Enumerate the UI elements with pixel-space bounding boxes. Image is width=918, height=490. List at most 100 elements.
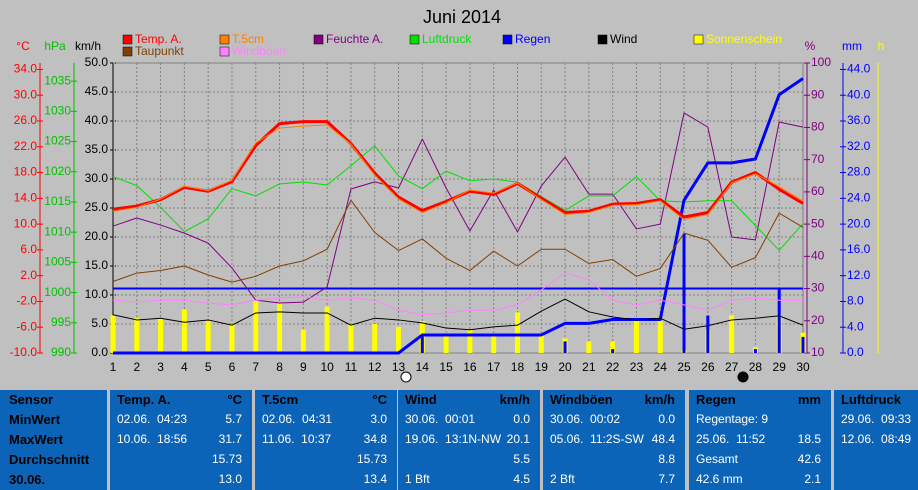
x-tick-label: 16 <box>463 360 477 374</box>
y-tick-label: 35.0 <box>85 142 109 156</box>
y-tick-label: 1035 <box>44 73 71 87</box>
table-column: Regen mm Regentage: 9 25.06. 11:52 18.5 Gesam… <box>689 390 831 490</box>
sunshine-bar <box>158 318 164 353</box>
y-tick-label: 0.0 <box>847 345 864 359</box>
row-label: MinWert <box>9 412 61 427</box>
x-tick-label: 5 <box>205 360 212 374</box>
cell-value: 42.6 <box>797 452 821 466</box>
cell-text: 02.06. 04:31 <box>262 412 333 426</box>
x-tick-label: 18 <box>511 360 525 374</box>
cell-text: 42.6 mm <box>696 472 743 486</box>
legend-swatch <box>122 46 133 57</box>
x-tick-label: 4 <box>181 360 188 374</box>
series-line <box>112 112 804 304</box>
sunshine-bar <box>467 329 473 353</box>
y-tick-label: 40.0 <box>847 87 871 101</box>
y-tick-label: 1005 <box>44 255 71 269</box>
cell-value: 7.7 <box>658 472 675 486</box>
cell-value: 2.1 <box>804 472 821 486</box>
legend-label: Sonnenschein <box>706 32 782 46</box>
cell-value: 0.0 <box>658 412 675 426</box>
cell-text: 29.06. 09:33 <box>841 412 912 426</box>
x-tick-label: 7 <box>252 360 259 374</box>
cell-value: 4.5 <box>513 472 530 486</box>
cell-text: 1 Bft <box>405 472 430 486</box>
x-tick-label: 26 <box>701 360 715 374</box>
cell-value: 20.1 <box>506 432 530 446</box>
series-line <box>112 124 804 221</box>
sunshine-bar <box>610 341 616 353</box>
y-tick-label: 32.0 <box>847 139 871 153</box>
column-title: Wind <box>405 392 437 407</box>
column-unit: °C <box>372 392 387 407</box>
rain-bar <box>706 315 710 353</box>
x-tick-label: 20 <box>558 360 572 374</box>
sunshine-bar <box>253 300 259 353</box>
y-tick-label: 30.0 <box>14 87 38 101</box>
cell-value: 31.7 <box>218 432 242 446</box>
moon-symbol <box>737 371 749 383</box>
x-tick-label: 28 <box>749 360 763 374</box>
cell-text: 30.06. 00:02 <box>550 412 621 426</box>
y-tick-label: 26.0 <box>14 113 38 127</box>
cell-text: Regentage: 9 <box>696 412 769 426</box>
y-tick-label: 34.0 <box>14 62 38 76</box>
y-tick-label: 1015 <box>44 194 71 208</box>
y-tick-label: 6.0 <box>20 242 37 256</box>
rain-bar <box>611 349 615 353</box>
rain-bar <box>563 341 567 353</box>
x-tick-label: 19 <box>535 360 549 374</box>
y-tick-label: 14.0 <box>14 191 38 205</box>
y-tick-label: 12.0 <box>847 268 871 282</box>
column-title: Windböen <box>550 392 613 407</box>
y-tick-label: 10.0 <box>14 216 38 230</box>
rain-bar <box>420 334 424 353</box>
sunshine-bar <box>633 318 639 353</box>
legend-label: Temp. A. <box>135 32 182 46</box>
legend-swatch <box>597 34 608 45</box>
y-tick-label: 30.0 <box>85 171 109 185</box>
sunshine-bar <box>657 321 663 353</box>
y-tick-label: 90 <box>811 87 825 101</box>
series-line <box>112 272 803 316</box>
y-tick-label: 60 <box>811 184 825 198</box>
y-tick-label: 25.0 <box>85 200 109 214</box>
legend-swatch <box>219 34 230 45</box>
y-tick-label: -2.0 <box>16 294 37 308</box>
cell-text: 05.06. 11:2S-SW <box>550 432 644 446</box>
sunshine-bar <box>372 324 378 353</box>
y-tick-label: 20.0 <box>85 229 109 243</box>
moon-symbol <box>400 371 412 383</box>
table-column: Wind km/h 30.06. 00:01 0.0 19.06. 13:1N-NW 20… <box>398 390 540 490</box>
y-tick-label: 10 <box>811 345 825 359</box>
table-column: Temp. A. °C 02.06. 04:23 5.7 10.06. 18:56 31.… <box>110 390 252 490</box>
x-tick-label: 1 <box>110 360 117 374</box>
sunshine-bar <box>277 303 283 353</box>
y-tick-label: 5.0 <box>91 316 108 330</box>
y-tick-label: 70 <box>811 152 825 166</box>
sunshine-bar <box>443 335 449 353</box>
cell-value: 13.0 <box>218 472 242 486</box>
cell-value: 18.5 <box>797 432 821 446</box>
legend-label: Taupunkt <box>135 44 184 58</box>
cell-value: 15.73 <box>211 452 242 466</box>
x-tick-label: 25 <box>677 360 691 374</box>
y-tick-label: -10.0 <box>10 345 38 359</box>
legend-swatch <box>219 46 230 57</box>
chart-title: Juni 2014 <box>423 7 501 27</box>
chart: Juni 2014 1 2 3 4 5 6 7 8 9 10 11 12 13 14 15 16 17 18 19 2… <box>10 7 884 383</box>
cell-value: 13.4 <box>363 472 387 486</box>
column-title: Luftdruck <box>841 392 901 407</box>
x-tick-label: 17 <box>487 360 501 374</box>
x-tick-label: 30 <box>796 360 810 374</box>
x-tick-label: 11 <box>345 360 358 374</box>
cell-text: 11.06. 10:37 <box>262 432 332 446</box>
cell-text: Gesamt <box>696 452 739 466</box>
y-tick-label: 20 <box>811 313 825 327</box>
legend-swatch <box>313 34 324 45</box>
sunshine-bar <box>586 341 592 353</box>
column-title: T.5cm <box>262 392 299 407</box>
cell-text: 2 Bft <box>550 472 575 486</box>
column-unit: km/h <box>644 392 675 407</box>
